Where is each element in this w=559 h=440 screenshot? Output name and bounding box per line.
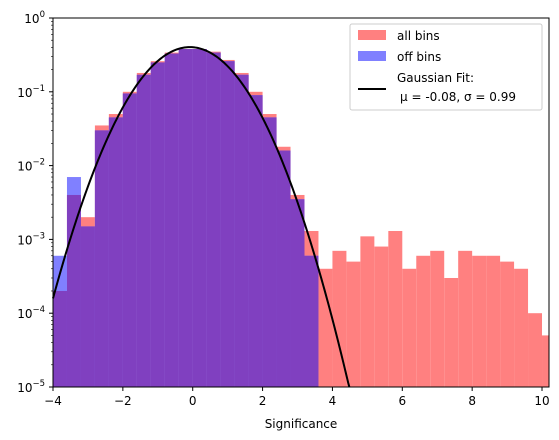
overlap-bar [122,93,137,387]
overlap-bars [53,49,319,388]
all-bins-bar [528,313,543,387]
legend-fit-label-line2: μ = -0.08, σ = 0.99 [400,90,516,104]
x-tick-label: 6 [398,394,406,408]
x-tick-label: 10 [534,394,549,408]
overlap-bar [206,52,221,388]
overlap-bar [178,49,193,388]
x-tick-label: 4 [329,394,337,408]
all-bins-bar [486,255,501,387]
all-bins-bar [374,246,389,387]
y-tick-label: 10−1 [17,84,45,100]
x-tick-label: 8 [468,394,476,408]
all-bins-bar [542,335,549,387]
plot-frame [52,17,550,388]
overlap-bar [80,226,95,387]
overlap-bar [53,290,67,387]
x-tick-label: 2 [259,394,267,408]
all-bins-bar [388,230,403,387]
overlap-bar [150,62,165,387]
all-bins-bar [444,277,459,387]
x-tick-label: 0 [189,394,197,408]
overlap-bar [276,150,291,387]
overlap-bar [304,255,319,387]
legend: all bins off bins Gaussian Fit: μ = -0.0… [349,23,543,111]
all-bins-bar [458,250,473,387]
all-bins-bar [360,236,375,387]
all-bins-bar [500,261,515,387]
x-axis-ticks: −4 −2 0 2 4 6 8 10 [44,387,550,408]
y-tick-label: 10−3 [17,231,45,247]
all-bins-bar [416,255,431,387]
overlap-bar [220,61,235,388]
all-bins-bar [346,261,361,387]
y-axis-ticks: 100 10−1 10−2 10−3 10−4 10−5 [17,10,53,395]
all-bins-bar [472,255,487,387]
x-tick-label: −4 [44,394,62,408]
legend-off-bins-swatch [358,51,386,61]
overlap-bar [136,74,151,387]
overlap-bar [66,194,81,387]
all-bins-bar [318,268,333,387]
gaussian-fit-line [52,46,351,388]
all-bins-bar [514,268,529,387]
y-tick-label: 10−4 [17,305,45,321]
overlap-bar [164,53,179,388]
overlap-bar [234,74,249,387]
overlap-bar [248,95,263,387]
legend-box [349,23,543,111]
legend-off-bins-label: off bins [397,50,441,64]
all-bins-bar [332,250,347,387]
x-axis-label: Significance [265,417,338,431]
overlap-bar [108,117,123,387]
overlap-bar [262,117,277,387]
legend-all-bins-swatch [358,30,386,40]
overlap-bar [192,49,207,388]
y-tick-label: 10−5 [17,379,45,395]
legend-all-bins-label: all bins [397,29,440,43]
y-tick-label: 10−2 [17,158,45,174]
all-bins-bar [430,250,445,387]
all-bins-bar [402,268,417,387]
legend-fit-label-line1: Gaussian Fit: [397,71,474,85]
x-tick-label: −2 [114,394,132,408]
y-tick-label: 100 [24,10,45,26]
overlap-bar [94,130,109,387]
overlap-bar [290,199,305,387]
